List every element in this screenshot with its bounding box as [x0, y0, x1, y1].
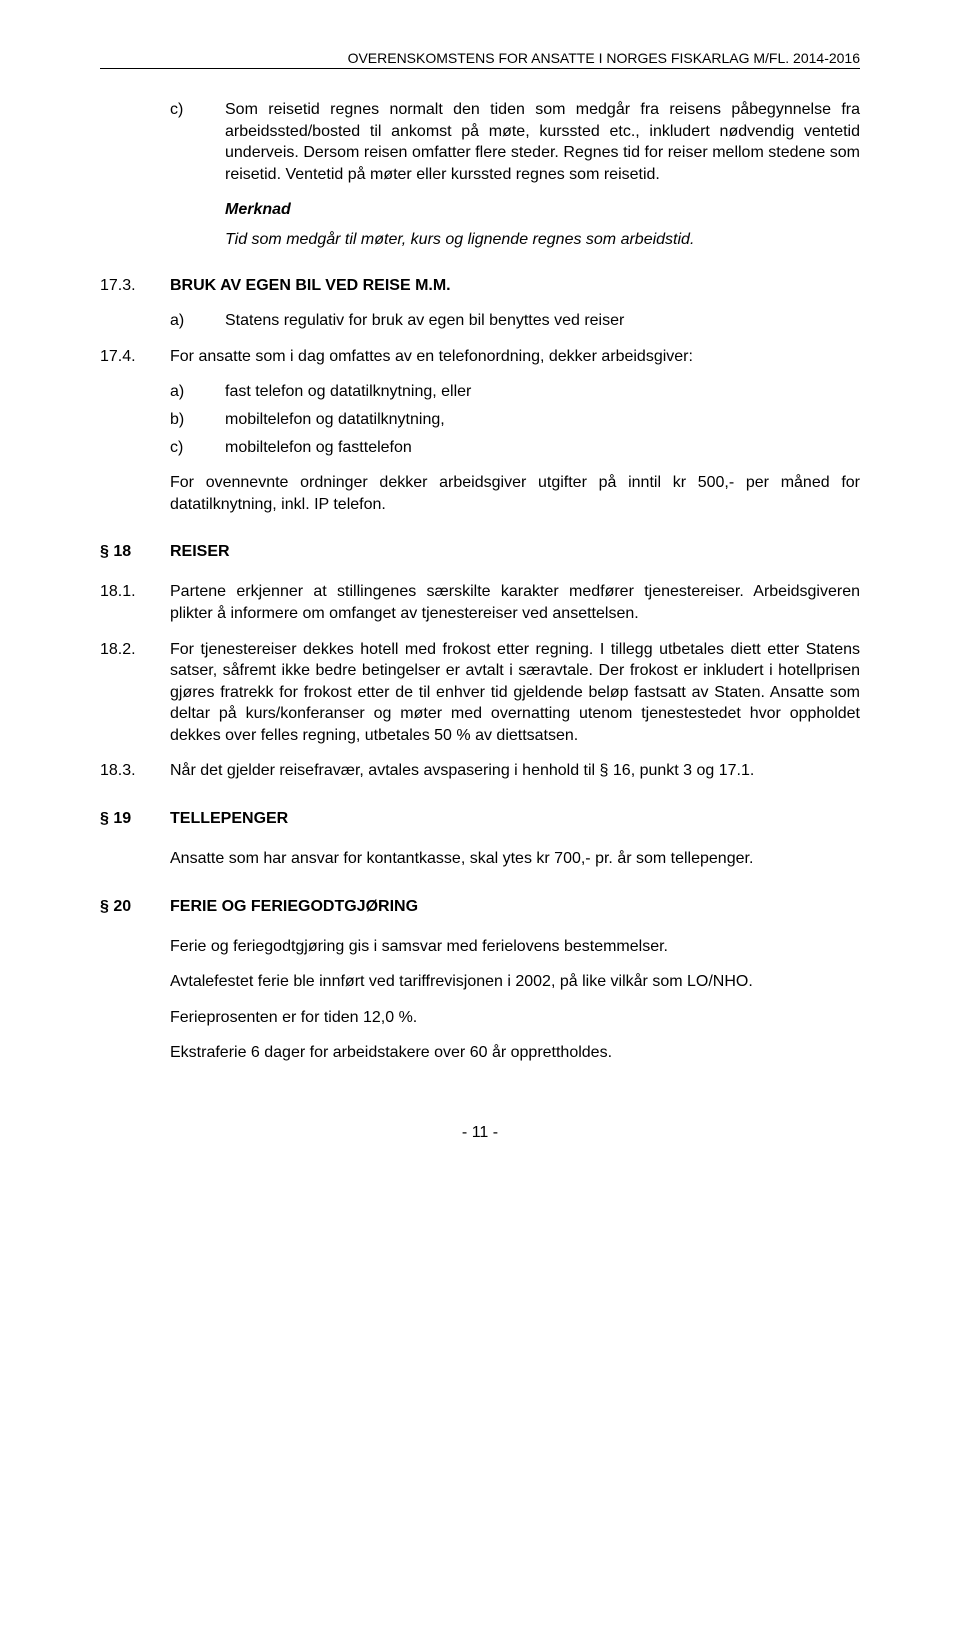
section-20-p4-row: Ekstraferie 6 dager for arbeidstakere ov…	[100, 1042, 860, 1064]
section-17-4-c-text: mobiltelefon og fasttelefon	[225, 437, 860, 459]
section-18-1-num: 18.1.	[100, 581, 170, 624]
section-18-1: 18.1. Partene erkjenner at stillingenes …	[100, 581, 860, 624]
section-17-4-b-text: mobiltelefon og datatilknytning,	[225, 409, 860, 431]
merknad-label: Merknad	[225, 199, 860, 221]
section-20-p1-row: Ferie og feriegodtgjøring gis i samsvar …	[100, 936, 860, 958]
section-20-p1: Ferie og feriegodtgjøring gis i samsvar …	[170, 936, 860, 958]
section-19-title: TELLEPENGER	[170, 810, 288, 828]
section-18-3-text: Når det gjelder reisefravær, avtales avs…	[170, 760, 860, 782]
section-17-4-footer: For ovennevnte ordninger dekker arbeidsg…	[170, 472, 860, 515]
clause-c-text: Som reisetid regnes normalt den tiden so…	[225, 99, 860, 185]
section-18-2-text: For tjenestereiser dekkes hotell med fro…	[170, 639, 860, 747]
section-18-2: 18.2. For tjenestereiser dekkes hotell m…	[100, 639, 860, 747]
page-header: OVERENSKOMSTENS FOR ANSATTE I NORGES FIS…	[100, 50, 860, 69]
section-18-1-text: Partene erkjenner at stillingenes særski…	[170, 581, 860, 624]
section-20-p2-row: Avtalefestet ferie ble innført ved tarif…	[100, 971, 860, 993]
clause-c-letter: c)	[170, 99, 225, 185]
section-17-4-c-letter: c)	[170, 437, 225, 459]
section-18-title: REISER	[170, 543, 230, 561]
section-20-num: § 20	[100, 898, 170, 916]
section-20-p2: Avtalefestet ferie ble innført ved tarif…	[170, 971, 860, 993]
section-19-heading: § 19 TELLEPENGER	[100, 810, 860, 828]
section-17-3-a-text: Statens regulativ for bruk av egen bil b…	[225, 310, 860, 332]
section-20-title: FERIE OG FERIEGODTGJØRING	[170, 898, 418, 916]
section-18-3-num: 18.3.	[100, 760, 170, 782]
section-17-4-num: 17.4.	[100, 346, 170, 368]
section-20-p3-row: Ferieprosenten er for tiden 12,0 %.	[100, 1007, 860, 1029]
section-18-2-num: 18.2.	[100, 639, 170, 747]
section-17-4-b-letter: b)	[170, 409, 225, 431]
merknad-text: Tid som medgår til møter, kurs og lignen…	[225, 229, 860, 251]
section-20-p4: Ekstraferie 6 dager for arbeidstakere ov…	[170, 1042, 860, 1064]
section-17-3-a: a) Statens regulativ for bruk av egen bi…	[100, 310, 860, 332]
section-20-heading: § 20 FERIE OG FERIEGODTGJØRING	[100, 898, 860, 916]
section-18-num: § 18	[100, 543, 170, 561]
section-17-3-title: BRUK AV EGEN BIL VED REISE M.M.	[170, 275, 860, 297]
section-18-3: 18.3. Når det gjelder reisefravær, avtal…	[100, 760, 860, 782]
section-18-heading: § 18 REISER	[100, 543, 860, 561]
page-number: - 11 -	[100, 1124, 860, 1142]
section-17-3-a-letter: a)	[170, 310, 225, 332]
section-19-text-row: Ansatte som har ansvar for kontantkasse,…	[100, 848, 860, 870]
section-17-4-a-letter: a)	[170, 381, 225, 403]
section-17-3-heading: 17.3. BRUK AV EGEN BIL VED REISE M.M.	[100, 275, 860, 297]
section-17-4-footer-row: For ovennevnte ordninger dekker arbeidsg…	[100, 472, 860, 515]
section-17-4-intro-row: 17.4. For ansatte som i dag omfattes av …	[100, 346, 860, 368]
section-19-num: § 19	[100, 810, 170, 828]
section-17-3-num: 17.3.	[100, 275, 170, 297]
section-20-p3: Ferieprosenten er for tiden 12,0 %.	[170, 1007, 860, 1029]
section-17-4-a-text: fast telefon og datatilknytning, eller	[225, 381, 860, 403]
section-19-text: Ansatte som har ansvar for kontantkasse,…	[170, 848, 860, 870]
section-17-4-list: a) fast telefon og datatilknytning, elle…	[170, 381, 860, 458]
clause-c: c) Som reisetid regnes normalt den tiden…	[100, 99, 860, 185]
section-17-4-intro: For ansatte som i dag omfattes av en tel…	[170, 346, 860, 368]
